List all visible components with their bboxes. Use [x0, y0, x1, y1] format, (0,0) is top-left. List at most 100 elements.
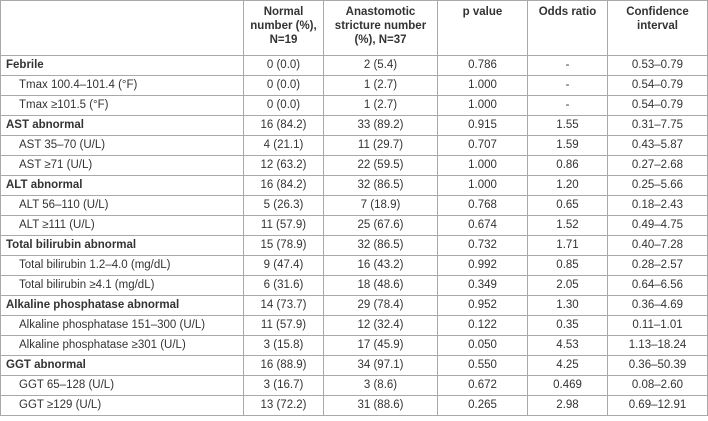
cell: 1.000: [437, 155, 528, 176]
section-row: Alkaline phosphatase abnormal 14 (73.7) 29…: [0, 295, 708, 316]
header-cell: Anastomotic stricture number (%), N=37: [323, 0, 438, 56]
header-cell: [0, 0, 244, 56]
cell: 0.54–0.79: [607, 75, 708, 96]
cell: 0 (0.0): [243, 95, 324, 116]
cell: 11 (57.9): [243, 215, 324, 236]
sub-row: Total bilirubin ≥4.1 (mg/dL) 6 (31.6) 18 (…: [0, 275, 708, 296]
cell: 1 (2.7): [323, 95, 438, 116]
cell: 11 (57.9): [243, 315, 324, 336]
cell: 1.59: [527, 135, 608, 156]
cell: 3 (16.7): [243, 375, 324, 396]
row-label: Tmax ≥101.5 (°F): [0, 95, 244, 116]
row-label: GGT ≥129 (U/L): [0, 395, 244, 416]
sub-row: AST ≥71 (U/L) 12 (63.2) 22 (59.5) 1.000 0.86…: [0, 155, 708, 176]
cell: 0.18–2.43: [607, 195, 708, 216]
cell: 1.000: [437, 75, 528, 96]
section-row: AST abnormal 16 (84.2) 33 (89.2) 0.915 1.55 0…: [0, 115, 708, 136]
row-label: Alkaline phosphatase 151–300 (U/L): [0, 315, 244, 336]
cell: 11 (29.7): [323, 135, 438, 156]
table-body: Febrile 0 (0.0) 2 (5.4) 0.786-0.53–0.79 Tmax…: [0, 55, 708, 416]
cell: 0.469: [527, 375, 608, 396]
section-row: ALT abnormal 16 (84.2) 32 (86.5) 1.000 1.20 0…: [0, 175, 708, 196]
cell: 3 (15.8): [243, 335, 324, 356]
cell: 18 (48.6): [323, 275, 438, 296]
row-label: Total bilirubin 1.2–4.0 (mg/dL): [0, 255, 244, 276]
cell: 2.98: [527, 395, 608, 416]
row-label: Tmax 100.4–101.4 (°F): [0, 75, 244, 96]
row-label: AST ≥71 (U/L): [0, 155, 244, 176]
cell: 4.25: [527, 355, 608, 376]
header-cell: Odds ratio: [527, 0, 608, 56]
cell: 0.550: [437, 355, 528, 376]
cell: 0.53–0.79: [607, 55, 708, 76]
cell: 34 (97.1): [323, 355, 438, 376]
cell: 1.71: [527, 235, 608, 256]
cell: 3 (8.6): [323, 375, 438, 396]
sub-row: Tmax ≥101.5 (°F) 0 (0.0) 1 (2.7) 1.000-0.54…: [0, 95, 708, 116]
cell: 0.786: [437, 55, 528, 76]
cell: 1 (2.7): [323, 75, 438, 96]
cell: 1.55: [527, 115, 608, 136]
cell: 0.672: [437, 375, 528, 396]
header-cell: Normal number (%), N=19: [243, 0, 324, 56]
cell: 16 (84.2): [243, 175, 324, 196]
cell: 5 (26.3): [243, 195, 324, 216]
cell: 0.54–0.79: [607, 95, 708, 116]
sub-row: ALT ≥111 (U/L) 11 (57.9) 25 (67.6) 0.674 1.5…: [0, 215, 708, 236]
cell: 0.349: [437, 275, 528, 296]
cell: 0.050: [437, 335, 528, 356]
cell: 0.08–2.60: [607, 375, 708, 396]
header-cell: Confidence interval: [607, 0, 708, 56]
cell: 0.65: [527, 195, 608, 216]
section-row: Total bilirubin abnormal 15 (78.9) 32 (86.…: [0, 235, 708, 256]
row-label: ALT ≥111 (U/L): [0, 215, 244, 236]
row-label: Febrile: [0, 55, 244, 76]
cell: 0.768: [437, 195, 528, 216]
cell: 0.28–2.57: [607, 255, 708, 276]
row-label: Alkaline phosphatase ≥301 (U/L): [0, 335, 244, 356]
cell: 0.43–5.87: [607, 135, 708, 156]
cell: 1.000: [437, 175, 528, 196]
cell: 31 (88.6): [323, 395, 438, 416]
cell: 0.64–6.56: [607, 275, 708, 296]
cell: 2.05: [527, 275, 608, 296]
cell: 1.30: [527, 295, 608, 316]
cell: 0.952: [437, 295, 528, 316]
cell: 0.265: [437, 395, 528, 416]
header-row: Normal number (%), N=19 Anastomotic stric…: [0, 0, 708, 56]
cell: 7 (18.9): [323, 195, 438, 216]
cell: 12 (63.2): [243, 155, 324, 176]
cell: 0.36–50.39: [607, 355, 708, 376]
cell: 6 (31.6): [243, 275, 324, 296]
cell: 0.732: [437, 235, 528, 256]
sub-row: ALT 56–110 (U/L) 5 (26.3) 7 (18.9) 0.768 0.6…: [0, 195, 708, 216]
cell: 1.000: [437, 95, 528, 116]
row-label: Total bilirubin abnormal: [0, 235, 244, 256]
cell: 0.31–7.75: [607, 115, 708, 136]
header-cell: p value: [437, 0, 528, 56]
cell: 15 (78.9): [243, 235, 324, 256]
cell: 0.85: [527, 255, 608, 276]
row-label: ALT abnormal: [0, 175, 244, 196]
cell: 0.25–5.66: [607, 175, 708, 196]
cell: 0.707: [437, 135, 528, 156]
cell: 1.13–18.24: [607, 335, 708, 356]
cell: 12 (32.4): [323, 315, 438, 336]
cell: 25 (67.6): [323, 215, 438, 236]
cell: 32 (86.5): [323, 235, 438, 256]
row-label: Total bilirubin ≥4.1 (mg/dL): [0, 275, 244, 296]
cell: 4.53: [527, 335, 608, 356]
row-label: AST 35–70 (U/L): [0, 135, 244, 156]
row-label: AST abnormal: [0, 115, 244, 136]
row-label: Alkaline phosphatase abnormal: [0, 295, 244, 316]
sub-row: GGT ≥129 (U/L) 13 (72.2) 31 (88.6) 0.265 2.9…: [0, 395, 708, 416]
cell: 0.122: [437, 315, 528, 336]
cell: 0.915: [437, 115, 528, 136]
cell: 1.52: [527, 215, 608, 236]
cell: 1.20: [527, 175, 608, 196]
cell: 0.992: [437, 255, 528, 276]
cell: 14 (73.7): [243, 295, 324, 316]
cell: 0.40–7.28: [607, 235, 708, 256]
